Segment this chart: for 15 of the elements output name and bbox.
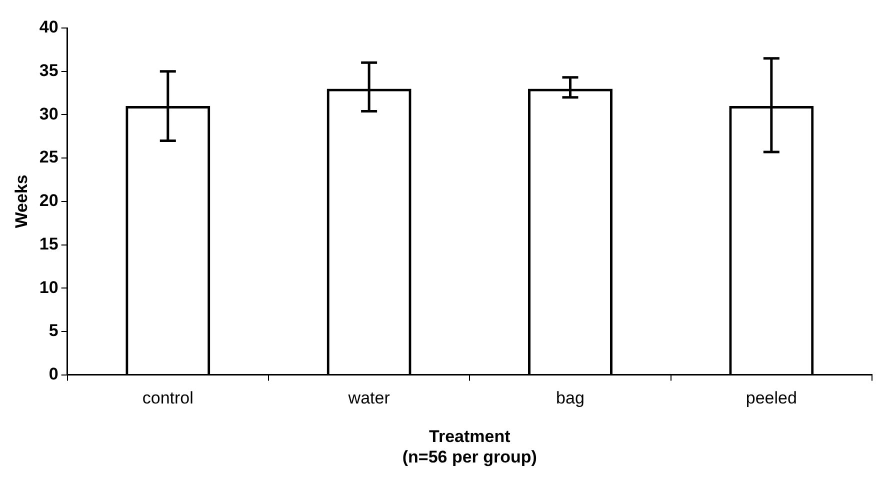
y-tick-label: 30: [39, 104, 58, 124]
y-axis-title: Weeks: [12, 174, 31, 228]
x-axis-title: Treatment (n=56 per group): [402, 427, 537, 466]
x-tick-label: water: [347, 388, 390, 408]
y-tick-label: 25: [39, 148, 58, 167]
y-tick-label: 35: [39, 61, 58, 80]
y-tick-label: 0: [48, 364, 58, 384]
y-tick-label: 5: [48, 321, 58, 340]
x-tick-label: control: [142, 388, 194, 408]
y-tick-label: 20: [39, 191, 58, 210]
x-tick-label: peeled: [746, 388, 797, 408]
y-tick-label: 40: [39, 18, 58, 37]
y-tick-label: 10: [39, 278, 58, 297]
x-tick-label: bag: [556, 388, 584, 408]
y-tick-label: 15: [39, 234, 58, 254]
